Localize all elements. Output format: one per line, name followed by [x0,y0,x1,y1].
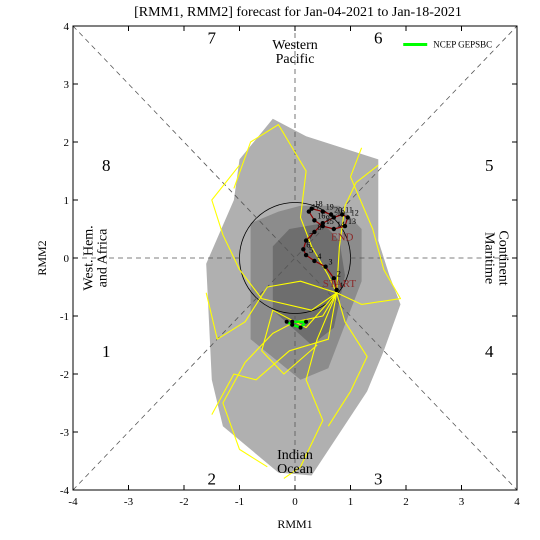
phase-number-7: 7 [208,29,217,48]
region-label-left-line1: West. Hem. [81,225,96,290]
ensemble-member-track-10 [211,292,338,415]
ensemble-member-track-2 [336,147,402,305]
model-track-point [304,319,309,324]
chart-title: [RMM1, RMM2] forecast for Jan-04-2021 to… [134,5,462,20]
region-label-left-line2: and Africa [95,228,110,287]
day-label: 1 [340,281,344,290]
y-tick-label: 3 [64,79,70,91]
model-track-point [290,319,295,324]
x-tick-label: -1 [235,496,244,508]
day-label: 16 [317,211,325,220]
x-tick-label: -3 [124,496,134,508]
model-track-point [284,319,289,324]
day-label: 3 [329,258,333,267]
ensemble-mean-point [339,212,345,217]
ensemble-mean-point [306,209,312,214]
y-tick-label: 2 [64,137,70,149]
y-tick-label: 0 [64,253,70,265]
start-label: START [323,278,357,290]
y-tick-label: -4 [60,485,70,497]
y-tick-label: 1 [64,195,70,207]
day-label: 12 [351,208,359,217]
ensemble-member-track-8 [336,164,379,293]
region-label-bottom-line1: Indian [277,448,313,463]
region-label-right-line1: Maritime [482,232,497,284]
ensemble-member-track-9 [205,280,337,340]
ensemble-mean-point [312,218,317,223]
phase-number-5: 5 [485,156,494,175]
ensemble-mean-point [320,209,325,214]
region-label-bottom-line2: Ocean [277,462,313,477]
ensemble-mean-point [303,238,309,243]
ensemble-mean-point [345,215,350,220]
day-label: 17 [312,203,320,212]
ensemble-member-track-7 [261,292,338,375]
plot-area: 1234567891011121314151617181920STARTEND-… [60,21,520,508]
diagonal-guide-descending [72,25,518,491]
ensemble-member-track-3 [222,292,338,468]
ensemble-mean-point [320,223,325,229]
day-label: 11 [345,206,353,215]
day-label: 7 [309,232,313,241]
ensemble-mean-point [323,264,328,269]
day-label: 2 [337,269,341,278]
day-label: 15 [326,217,334,226]
ensemble-mean-point [331,226,337,232]
ensemble-mean-point [309,206,314,211]
y-tick-label: -2 [60,369,69,381]
ensemble-mean-point [312,229,317,235]
model-track-point [298,325,303,330]
x-tick-label: -4 [68,496,78,508]
x-axis-label: RMM1 [277,517,312,531]
phase-number-8: 8 [102,156,111,175]
region-label-right-line2: Continent [496,230,511,285]
ensemble-mean-point [334,287,339,293]
region-label-top-line2: Pacific [276,52,315,67]
phase-number-1: 1 [102,342,111,361]
day-label: 8 [317,223,321,232]
day-label: 20 [334,206,342,215]
y-tick-label: -3 [60,427,70,439]
x-tick-label: 2 [403,496,409,508]
ensemble-member-track-5 [327,292,368,427]
ensemble-member-track-1 [233,124,338,294]
day-label: 9 [326,214,330,223]
ensemble-mean-point [328,212,334,217]
phase-number-4: 4 [485,342,494,361]
model-track-point [290,322,295,327]
legend-label: NCEP GEPSBC [433,40,492,50]
phase-number-3: 3 [374,469,383,488]
ensemble-member-track-6 [211,164,337,311]
y-tick-label: 4 [64,21,70,33]
x-tick-label: 1 [348,496,354,508]
day-label: 6 [306,240,310,249]
day-label: 13 [348,217,356,226]
day-label: 18 [315,200,323,209]
x-tick-label: -2 [179,496,188,508]
end-label: END [331,232,354,244]
ensemble-mean-point [342,223,348,229]
day-label: 19 [326,203,334,212]
y-tick-label: -1 [60,311,69,323]
ensemble-mean-point [331,276,337,281]
day-label: 14 [337,220,345,229]
ensemble-mean-point [303,252,309,258]
x-tick-label: 3 [459,496,465,508]
ensemble-mean-point [301,247,306,252]
y-axis-label: RMM2 [35,240,49,275]
phase-number-2: 2 [208,469,217,488]
x-tick-label: 4 [514,496,520,508]
region-label-top-line1: Western [272,38,318,53]
diagonal-guide-ascending [72,25,518,491]
day-label: 5 [309,246,313,255]
ensemble-member-track-4 [283,292,338,479]
ensemble-mean-point [312,258,317,264]
x-tick-label: 0 [292,496,298,508]
phase-number-6: 6 [374,29,383,48]
day-label: 4 [317,252,321,261]
ensemble-mean-point [331,215,337,220]
